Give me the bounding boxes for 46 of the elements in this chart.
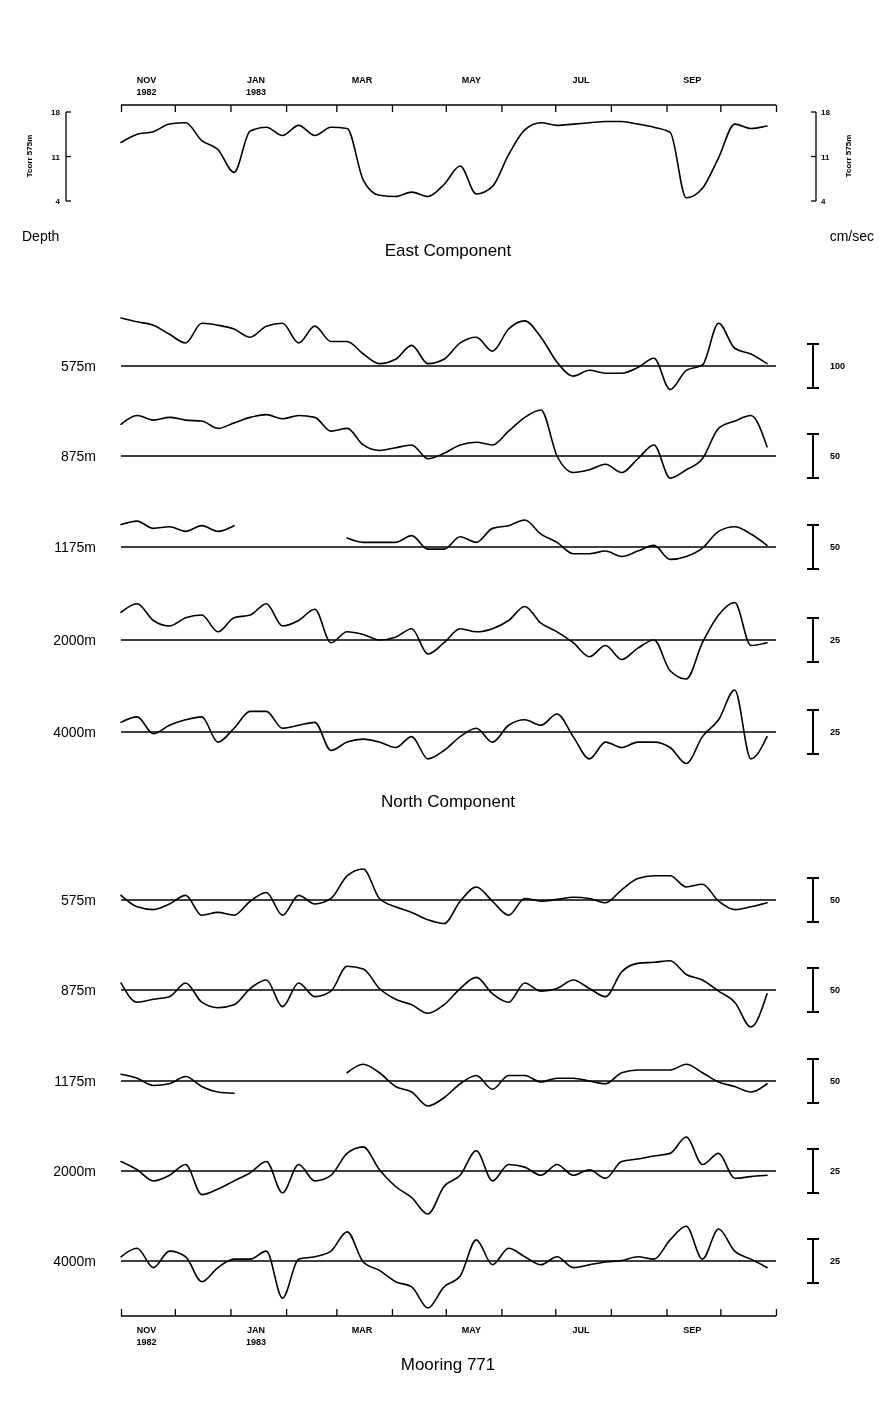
y-axis-title: 2000m bbox=[53, 1163, 96, 1179]
y-axis-title: 1175m bbox=[54, 1073, 96, 1089]
x-tick-label: SEP bbox=[683, 75, 702, 85]
text: 25 bbox=[830, 1256, 841, 1266]
x-tick-label: JUL bbox=[572, 75, 590, 85]
y-tick-label: 4 bbox=[55, 197, 61, 206]
text: 100 bbox=[830, 361, 846, 371]
x-tick-label: NOV 1982 bbox=[136, 75, 157, 97]
y-axis-title: 575m bbox=[60, 358, 96, 374]
text: Mooring 771 bbox=[400, 1355, 496, 1374]
x-tick-label: NOV 1982 bbox=[136, 1325, 157, 1347]
x-tick-label: JAN 1983 bbox=[246, 75, 267, 97]
x-tick-label: MAR bbox=[351, 75, 373, 85]
text: 25 bbox=[830, 727, 841, 737]
x-tick-label: MAR bbox=[351, 1325, 373, 1335]
text: 25 bbox=[830, 1166, 841, 1176]
y-axis-title: 875m bbox=[60, 982, 96, 998]
y-axis-title: 875m bbox=[60, 448, 96, 464]
y-axis-title: 2000m bbox=[53, 632, 96, 648]
chart-title: East Component bbox=[384, 241, 512, 260]
y-axis-title: 1175m bbox=[54, 539, 96, 555]
x-tick-label: SEP bbox=[683, 1325, 702, 1335]
text: 25 bbox=[830, 635, 841, 645]
text: cm/sec bbox=[829, 228, 874, 244]
text: 50 bbox=[830, 895, 841, 905]
text: 50 bbox=[830, 1076, 841, 1086]
y2-axis-title: Tcorr 575m bbox=[844, 134, 853, 178]
text: Depth bbox=[22, 228, 60, 244]
y2-tick-label: 18 bbox=[821, 108, 831, 117]
x-tick-label: MAY bbox=[461, 1325, 482, 1335]
y2-tick-label: 4 bbox=[821, 197, 826, 206]
y-axis-title: 4000m bbox=[53, 724, 96, 740]
x-tick-label: MAY bbox=[461, 75, 482, 85]
text: 50 bbox=[830, 985, 841, 995]
y2-tick-label: 11 bbox=[821, 152, 831, 162]
x-tick-label: JUL bbox=[572, 1325, 590, 1335]
y-tick-label: 18 bbox=[51, 108, 61, 117]
y-axis-title: Tcorr 575m bbox=[25, 134, 34, 178]
y-axis-title: 4000m bbox=[53, 1253, 96, 1269]
x-tick-label: JAN 1983 bbox=[246, 1325, 267, 1347]
y-axis-title: 575m bbox=[60, 892, 96, 908]
y-tick-label: 11 bbox=[51, 152, 61, 162]
text: 50 bbox=[830, 542, 841, 552]
chart-title: North Component bbox=[380, 792, 516, 811]
line-series bbox=[120, 120, 768, 199]
text: 50 bbox=[830, 451, 841, 461]
